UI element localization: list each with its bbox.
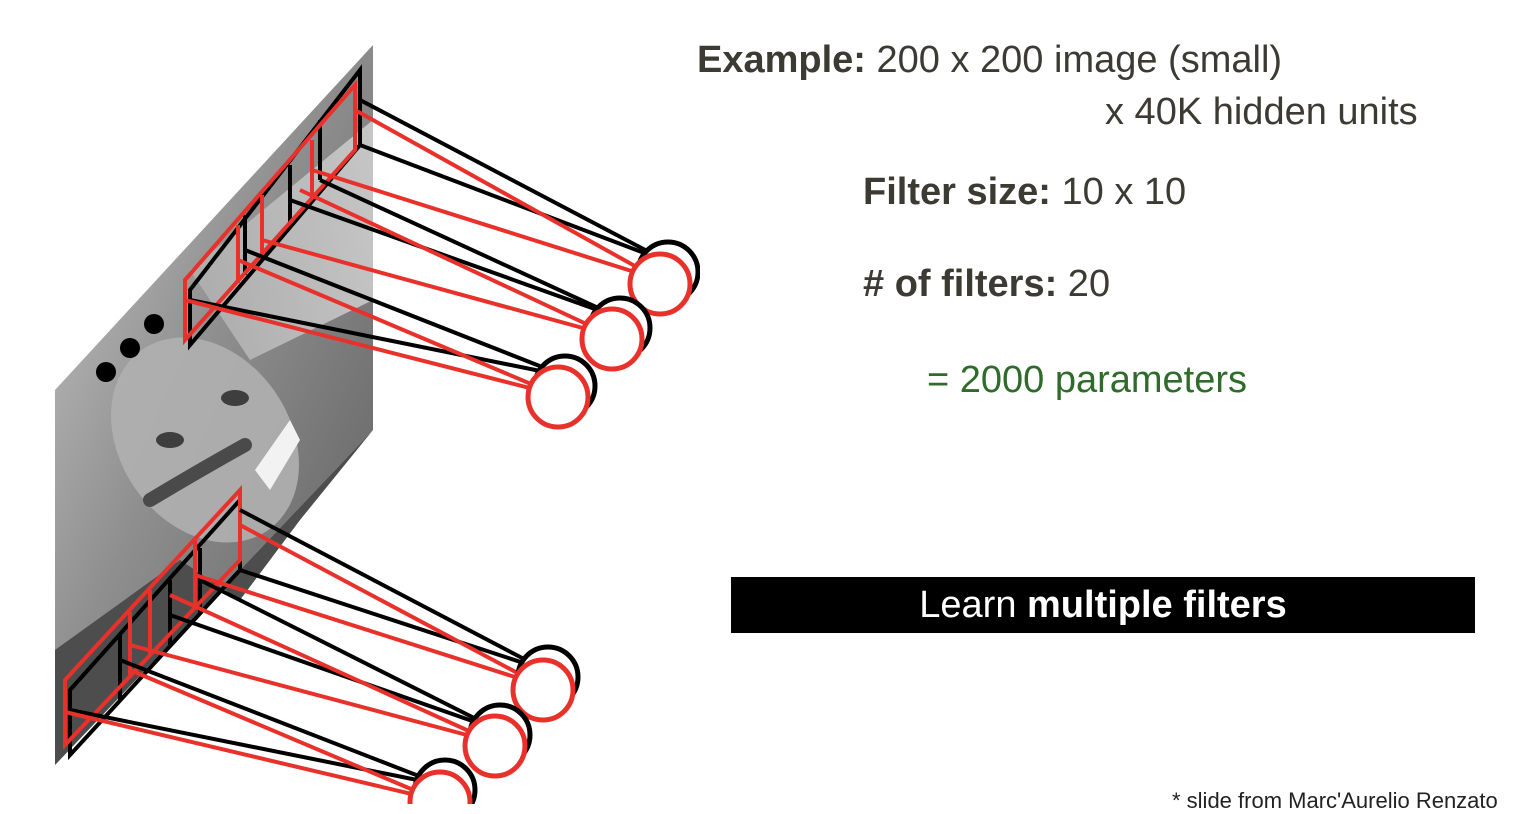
bottom-filter-group bbox=[63, 484, 546, 802]
hidden-unit-icon bbox=[627, 251, 693, 317]
parameter-count: = 2000 parameters bbox=[927, 359, 1248, 401]
example-label: Example: bbox=[697, 39, 866, 81]
filter-size-value: 10 x 10 bbox=[1050, 171, 1187, 213]
top-filter-group bbox=[183, 64, 669, 397]
slide-credit: * slide from Marc'Aurelio Renzato bbox=[1172, 788, 1498, 813]
top-hidden-units bbox=[525, 239, 700, 430]
bottom-hidden-units bbox=[407, 644, 581, 804]
image-plane bbox=[55, 45, 373, 765]
example-line: Example: 200 x 200 image (small) bbox=[697, 38, 1282, 82]
banner-text-bold: multiple filters bbox=[1027, 584, 1287, 626]
banner-text-regular: Learn bbox=[919, 584, 1028, 626]
num-filters-line: # of filters: 20 bbox=[863, 262, 1110, 306]
ellipsis-icon bbox=[96, 314, 164, 382]
num-filters-label: # of filters: bbox=[863, 263, 1058, 305]
hidden-unit-icon bbox=[525, 364, 591, 430]
filter-size-label: Filter size: bbox=[863, 171, 1051, 213]
hidden-unit-icon bbox=[462, 713, 528, 779]
hidden-unit-icon bbox=[579, 306, 645, 372]
hidden-unit-icon bbox=[510, 657, 576, 723]
hidden-unit-icon bbox=[407, 769, 473, 804]
filter-size-line: Filter size: 10 x 10 bbox=[863, 170, 1186, 214]
num-filters-value: 20 bbox=[1057, 263, 1111, 305]
example-value: 200 x 200 image (small) bbox=[865, 39, 1283, 81]
learn-multiple-filters-banner: Learn multiple filters bbox=[731, 577, 1475, 633]
convolution-diagram bbox=[55, 45, 700, 804]
hidden-units-line: x 40K hidden units bbox=[1105, 91, 1418, 133]
